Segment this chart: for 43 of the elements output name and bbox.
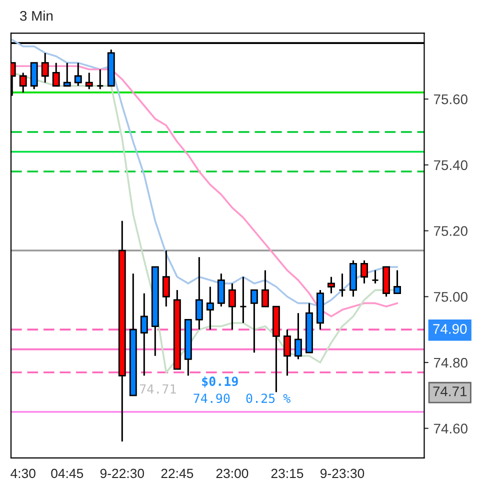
candlestick	[261, 270, 269, 308]
x-tick-label: 4:30	[10, 468, 36, 478]
y-tick-label: 74.60	[434, 424, 468, 434]
x-tick-label: 23:15	[271, 468, 304, 478]
candlestick	[30, 62, 38, 90]
candlestick	[19, 72, 27, 94]
chart-title: 3 Min	[20, 10, 53, 21]
candlestick	[140, 292, 148, 376]
candlestick	[372, 270, 379, 284]
candlestick	[294, 312, 302, 360]
x-tick-label: 9-22:30	[100, 468, 144, 478]
text: 74.71	[433, 386, 467, 396]
candlestick	[284, 328, 291, 376]
candlestick	[228, 282, 236, 330]
candlestick	[96, 68, 104, 90]
candlestick	[217, 272, 225, 308]
candlestick	[206, 286, 214, 330]
annotation: $0.19	[202, 376, 238, 388]
annotation: 74.71	[140, 384, 176, 394]
candlestick	[328, 276, 335, 294]
y-tick-label: 75.20	[434, 226, 468, 236]
x-tick-label: 9-23:30	[320, 468, 364, 478]
x-tick-label: 04:45	[51, 468, 84, 478]
text: 74.90	[433, 324, 467, 334]
x-tick-label: 22:45	[161, 468, 194, 478]
candlestick	[74, 62, 82, 87]
y-tick-label: 74.80	[434, 358, 468, 368]
candlestick	[85, 72, 93, 90]
candlestick	[195, 256, 203, 330]
candlestick	[52, 62, 60, 87]
y-tick-label: 75.00	[434, 292, 468, 302]
candlestick	[360, 260, 368, 284]
candlestick	[41, 52, 49, 84]
candlestick	[63, 62, 71, 87]
x-tick-label: 23:00	[216, 468, 248, 478]
candlestick	[394, 270, 401, 294]
candlestick	[338, 272, 346, 298]
y-tick-label: 75.40	[434, 160, 468, 170]
candlestick	[250, 289, 258, 354]
candlestick	[239, 276, 247, 324]
y-tick-label: 75.60	[434, 94, 468, 104]
candlestick	[162, 250, 170, 308]
annotation: 74.90 0.25 %	[194, 394, 290, 404]
